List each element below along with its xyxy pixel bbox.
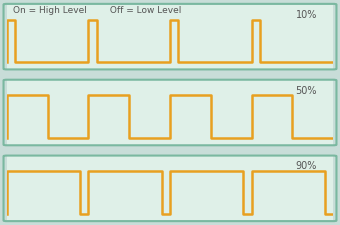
Text: 10%: 10% (295, 10, 317, 20)
Text: On = High Level        Off = Low Level: On = High Level Off = Low Level (13, 7, 182, 16)
Text: 90%: 90% (295, 161, 317, 171)
Text: 50%: 50% (295, 86, 317, 95)
